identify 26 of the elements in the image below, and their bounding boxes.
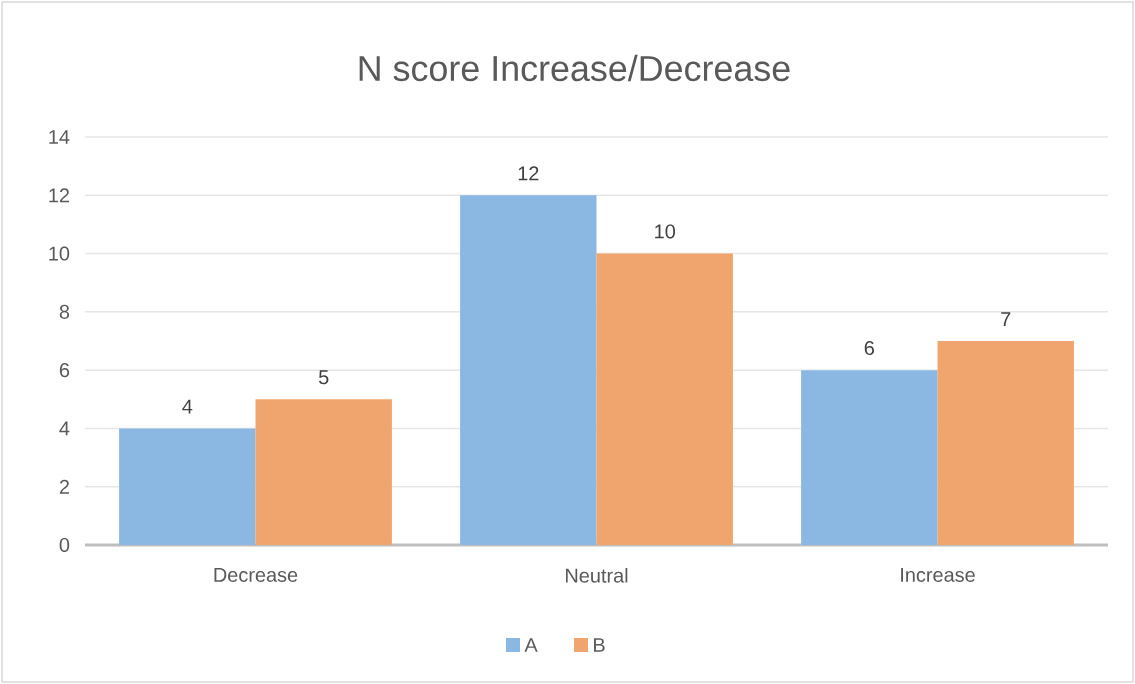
y-tick-label: 12 [49, 188, 69, 203]
y-tick-label: 10 [49, 246, 70, 261]
y-tick-label: 2 [59, 479, 69, 494]
data-label: 10 [655, 224, 676, 239]
bar [596, 253, 733, 545]
y-tick-label: 14 [49, 130, 70, 144]
bar [801, 370, 938, 545]
data-label: 4 [182, 399, 193, 414]
data-label: 12 [518, 166, 539, 181]
y-tick-label: 8 [59, 304, 70, 319]
bar [937, 341, 1074, 545]
y-tick-label: 0 [59, 537, 70, 553]
legend-label: A [524, 638, 538, 652]
data-label: 5 [318, 370, 329, 385]
bar [460, 195, 597, 545]
x-tick-label: Decrease [214, 568, 298, 582]
data-label: 6 [864, 341, 874, 356]
legend-label: B [594, 638, 605, 652]
y-tick-label: 4 [59, 421, 70, 436]
x-tick-label: Neutral [566, 568, 628, 583]
bar [119, 428, 256, 545]
data-label: 7 [1001, 312, 1011, 326]
bar [255, 399, 392, 545]
x-tick-label: Increase [901, 568, 975, 582]
chart-title: N score Increase/Decrease [359, 54, 790, 82]
y-tick-label: 6 [59, 363, 70, 378]
